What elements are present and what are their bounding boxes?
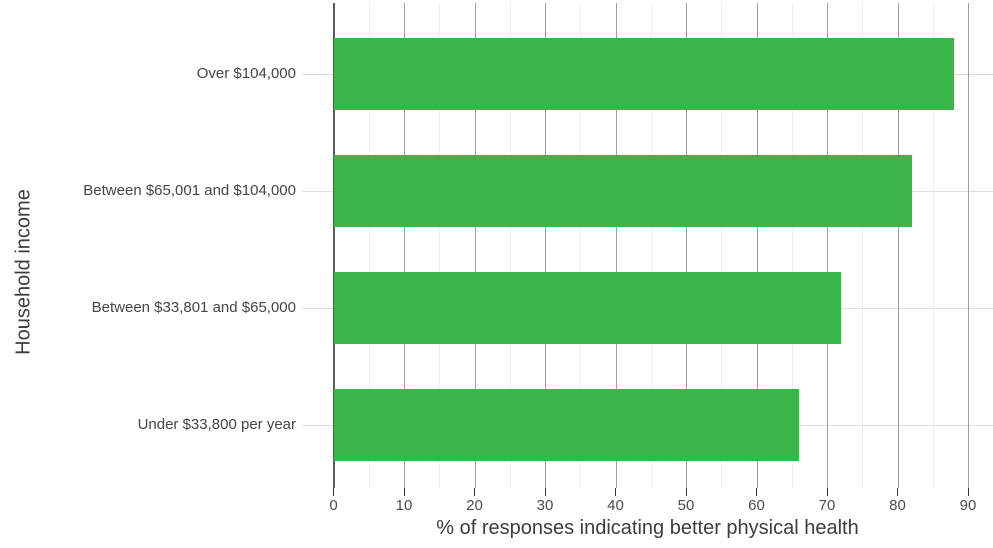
plot-panel (302, 3, 993, 488)
x-tick-mark (897, 488, 898, 496)
major-gridline (756, 3, 758, 488)
x-tick-label: 10 (395, 497, 413, 514)
bar-3 (333, 272, 842, 344)
x-tick-label: 40 (607, 497, 624, 514)
category-label: Under $33,800 per year (137, 416, 296, 433)
x-tick-mark (474, 488, 475, 496)
x-tick-mark (685, 488, 687, 496)
x-zero-axis-line (332, 3, 335, 488)
major-gridline (545, 3, 546, 488)
category-label: Over $104,000 (196, 65, 296, 82)
major-gridline (615, 3, 617, 488)
minor-gridline (721, 3, 723, 488)
x-tick-mark (403, 488, 405, 496)
x-axis-title: % of responses indicating better physica… (436, 517, 859, 539)
x-tick-label: 90 (959, 497, 977, 514)
x-tick-label: 50 (677, 497, 695, 514)
minor-gridline (439, 3, 441, 488)
x-tick-label: 0 (329, 497, 338, 514)
minor-gridline (650, 3, 652, 488)
minor-gridline (509, 3, 511, 488)
bar-1 (333, 38, 954, 110)
y-axis-title: Household income (12, 189, 35, 355)
x-tick-mark (333, 488, 334, 496)
category-label: Between $65,001 and $104,000 (83, 182, 296, 199)
x-tick-mark (826, 488, 828, 496)
major-gridline (968, 3, 969, 488)
minor-gridline (791, 3, 793, 488)
major-gridline (897, 3, 899, 488)
x-tick-label: 80 (889, 497, 906, 514)
x-tick-label: 30 (536, 497, 554, 514)
minor-gridline (932, 3, 934, 488)
minor-gridline (862, 3, 864, 488)
x-tick-mark (967, 488, 969, 496)
minor-gridline (580, 3, 582, 488)
category-label: Between $33,801 and $65,000 (91, 299, 296, 316)
x-tick-mark (615, 488, 616, 496)
x-tick-label: 20 (466, 497, 483, 514)
x-tick-label: 70 (818, 497, 836, 514)
x-tick-mark (544, 488, 546, 496)
x-tick-label: 60 (748, 497, 765, 514)
major-gridline (686, 3, 687, 488)
major-gridline (404, 3, 405, 488)
bar-2 (333, 155, 912, 227)
major-gridline (827, 3, 828, 488)
bar-4 (333, 389, 799, 461)
major-gridline (474, 3, 476, 488)
x-tick-mark (756, 488, 757, 496)
minor-gridline (368, 3, 370, 488)
